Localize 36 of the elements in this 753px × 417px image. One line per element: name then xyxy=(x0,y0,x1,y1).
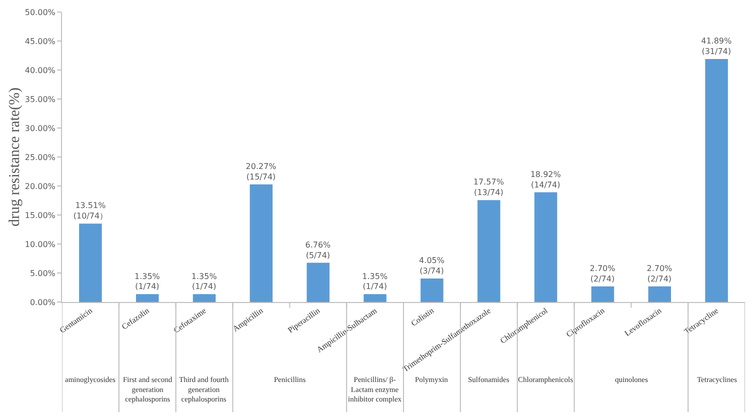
data-label: 17.57% (13/74) xyxy=(473,178,504,198)
bar xyxy=(534,192,558,302)
bar xyxy=(420,278,444,302)
data-label: 1.35% (1/74) xyxy=(362,272,388,292)
data-label: 1.35% (1/74) xyxy=(134,272,160,292)
data-label: 13.51% (10/74） xyxy=(73,201,108,221)
data-label: 4.05% (3/74) xyxy=(419,256,445,276)
y-tick-label: 15.00% xyxy=(24,210,56,220)
y-tick-label: 40.00% xyxy=(24,66,56,75)
data-label: 41.89% (31/74) xyxy=(701,36,732,56)
bar xyxy=(192,294,216,302)
data-label: 2.70% (2/74) xyxy=(590,264,616,284)
y-tick-label: 25.00% xyxy=(24,152,56,162)
data-label: 20.27% (15/74) xyxy=(246,162,277,182)
bar xyxy=(648,286,672,302)
data-label: 6.76% (5/74) xyxy=(305,240,332,260)
y-tick-label: 50.00% xyxy=(24,8,56,17)
data-label: 1.35% (1/74) xyxy=(191,272,218,292)
y-tick-label: 30.00% xyxy=(24,124,56,133)
bar xyxy=(364,294,386,302)
y-axis-title: drug resistance rate(%) xyxy=(6,87,23,227)
bar xyxy=(306,262,330,302)
bar xyxy=(705,59,728,302)
y-tick-label: 45.00% xyxy=(24,36,56,46)
y-tick-label: 35.00% xyxy=(24,94,56,104)
data-label: 18.92% (14/74) xyxy=(530,170,562,190)
bar xyxy=(477,200,500,302)
y-tick-label: 20.00% xyxy=(24,182,56,191)
bar xyxy=(250,184,273,302)
y-tick-label: 10.00% xyxy=(24,240,56,249)
data-label: 2.70% (2/74) xyxy=(646,264,673,284)
y-tick-label: 5.00% xyxy=(30,268,56,278)
bar xyxy=(79,224,102,302)
y-tick-label: 0.00% xyxy=(30,298,56,307)
bar xyxy=(591,286,614,302)
bar xyxy=(136,294,159,302)
